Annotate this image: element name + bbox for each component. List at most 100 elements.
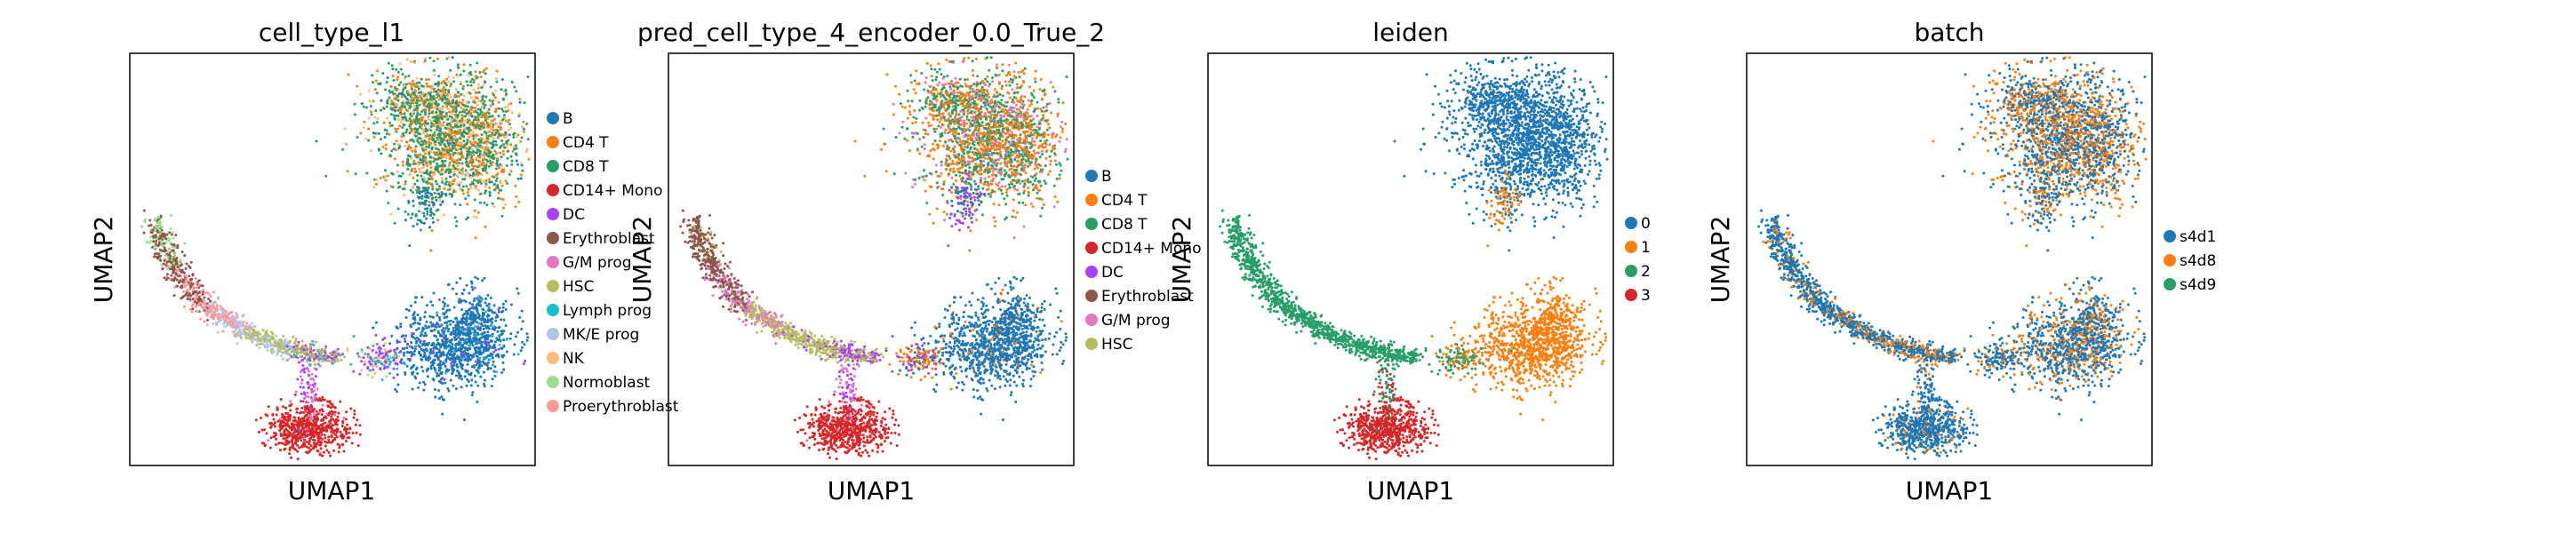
umap-point (453, 116, 457, 120)
umap-point (448, 184, 452, 187)
umap-point (346, 346, 349, 350)
umap-point (378, 148, 380, 152)
umap-point (460, 133, 463, 137)
umap-point (436, 157, 439, 161)
umap-point (288, 426, 291, 428)
umap-point (467, 329, 470, 332)
umap-point (352, 335, 356, 338)
umap-point (306, 431, 309, 434)
umap-point (465, 141, 468, 145)
umap-point (480, 115, 484, 119)
umap-point (385, 132, 388, 135)
umap-point (434, 370, 437, 373)
umap-point (154, 243, 157, 246)
umap-point (296, 343, 300, 346)
umap-point (431, 217, 435, 219)
umap-point (302, 386, 305, 389)
umap-point (343, 428, 346, 432)
umap-point (459, 81, 462, 84)
umap-point (502, 344, 506, 347)
umap-point (509, 170, 513, 173)
umap-point (503, 115, 507, 119)
umap-point (445, 180, 448, 184)
umap-point (371, 365, 374, 368)
umap-point (509, 303, 513, 306)
umap-point (447, 327, 451, 330)
umap-point (392, 114, 396, 117)
umap-point (414, 377, 418, 380)
umap-point (470, 285, 474, 289)
umap-point (465, 174, 468, 178)
umap-point (306, 391, 309, 394)
umap-point (330, 430, 333, 434)
umap-point (434, 140, 437, 144)
umap-point (436, 107, 439, 111)
umap-point (395, 68, 398, 71)
umap-point (485, 171, 489, 175)
umap-point (420, 171, 423, 174)
umap-point (448, 115, 452, 118)
umap-point (235, 312, 238, 314)
umap-point (444, 91, 447, 94)
umap-point (484, 114, 488, 117)
umap-point (438, 366, 442, 370)
umap-point (516, 163, 519, 166)
umap-point (288, 434, 292, 437)
umap-point (500, 139, 504, 142)
umap-point (367, 139, 371, 142)
umap-point (428, 341, 431, 345)
umap-point (452, 326, 455, 330)
umap-point (450, 365, 453, 368)
umap-point (386, 76, 389, 79)
umap-point (174, 259, 178, 263)
umap-point (483, 68, 486, 72)
umap-point (395, 325, 398, 329)
umap-point (456, 168, 460, 171)
umap-point (453, 353, 456, 355)
umap-point (412, 322, 415, 325)
umap-point (425, 326, 428, 330)
umap-point (417, 338, 420, 341)
umap-point (422, 327, 426, 330)
umap-point (316, 418, 319, 422)
umap-point (454, 88, 458, 91)
umap-point (172, 236, 175, 240)
umap-point (321, 395, 324, 399)
umap-point (425, 145, 428, 148)
umap-point (372, 186, 376, 189)
umap-point (343, 355, 347, 359)
umap-point (474, 275, 477, 279)
umap-point (432, 160, 436, 163)
umap-point (443, 305, 446, 307)
umap-point (245, 322, 249, 325)
umap-point (308, 446, 310, 449)
umap-point (489, 104, 492, 107)
umap-point (414, 347, 417, 351)
umap-point (300, 400, 303, 403)
umap-point (416, 154, 420, 156)
umap-point (385, 189, 388, 193)
umap-point (433, 328, 436, 331)
umap-point (469, 168, 473, 171)
umap-point (480, 133, 484, 137)
umap-point (436, 165, 440, 168)
umap-point (159, 259, 163, 262)
umap-point (452, 190, 456, 194)
umap-point (433, 74, 436, 77)
umap-point (405, 128, 409, 131)
umap-point (316, 399, 320, 402)
umap-point (466, 203, 469, 206)
umap-point (401, 126, 404, 129)
umap-point (491, 321, 494, 324)
umap-point (486, 146, 490, 148)
umap-point (452, 329, 455, 332)
umap-point (381, 72, 385, 75)
umap-point (476, 297, 479, 300)
umap-point (460, 173, 464, 176)
umap-point (412, 176, 415, 179)
umap-point (453, 166, 457, 170)
umap-point (422, 380, 426, 384)
umap-point (374, 321, 378, 324)
umap-point (326, 400, 330, 403)
umap-point (420, 190, 424, 194)
